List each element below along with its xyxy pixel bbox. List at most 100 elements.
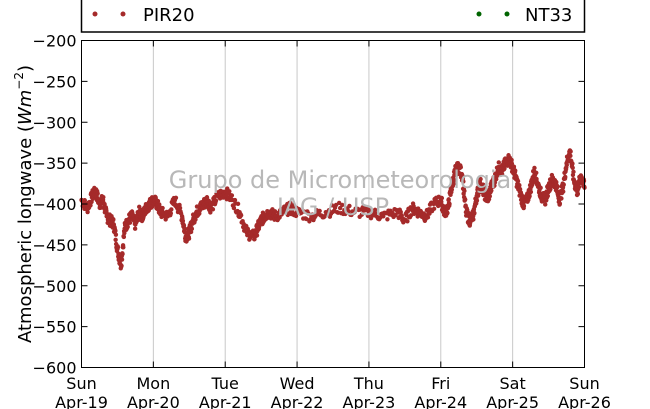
data-point (527, 193, 532, 199)
data-point (517, 186, 523, 192)
data-point (564, 162, 569, 168)
y-tick-label: −600 (33, 359, 77, 378)
data-point (462, 188, 467, 194)
data-point (125, 224, 130, 230)
data-point (85, 209, 90, 215)
x-tick-label-day: Thu (353, 374, 384, 393)
y-tick-label: −250 (33, 72, 77, 91)
data-point (439, 195, 445, 201)
legend-marker-pir20-a (92, 11, 98, 17)
data-point (534, 170, 539, 176)
data-point (119, 257, 125, 262)
data-point (581, 178, 587, 184)
data-point (95, 191, 100, 196)
data-point (472, 210, 477, 216)
x-tick-label-day: Sat (500, 374, 526, 393)
data-point (82, 198, 87, 203)
data-point (347, 203, 352, 209)
data-point (227, 189, 232, 194)
data-point (538, 185, 543, 191)
data-point (451, 181, 456, 187)
data-point (458, 165, 464, 170)
legend-marker-nt33-b (504, 11, 510, 17)
data-point (304, 216, 309, 222)
data-point (168, 211, 174, 216)
data-point (120, 251, 125, 257)
data-point (235, 201, 241, 207)
data-point (116, 251, 121, 256)
y-axis-label: Atmospheric longwave (Wm−2) (12, 65, 36, 343)
data-point (213, 198, 219, 203)
data-point (570, 165, 575, 171)
data-point (229, 193, 235, 198)
data-point (186, 236, 192, 241)
data-point (462, 197, 468, 202)
y-axis-label-unit: Wm (15, 90, 36, 125)
y-axis-label-close: ) (15, 65, 36, 72)
data-point (372, 207, 378, 212)
data-point (132, 226, 138, 231)
data-point (306, 211, 311, 216)
data-point (88, 203, 93, 208)
data-point (367, 207, 373, 212)
data-point (385, 217, 390, 222)
data-point (111, 217, 116, 222)
data-point (543, 202, 548, 207)
data-point (346, 209, 351, 214)
x-tick-label-date: Apr-25 (486, 393, 539, 409)
data-point (502, 166, 507, 171)
data-point (575, 191, 581, 196)
data-point (499, 171, 505, 177)
y-tick-label: −500 (33, 277, 77, 296)
data-point (511, 164, 517, 169)
x-tick-label-date: Apr-22 (271, 393, 324, 409)
data-point (343, 211, 348, 217)
data-point (160, 205, 165, 211)
data-point (113, 232, 119, 237)
data-point (121, 234, 127, 240)
x-tick-label-day: Sun (66, 374, 96, 393)
watermark-line-1: Grupo de Micrometeorologia (169, 166, 511, 194)
data-point (515, 178, 521, 184)
data-point (559, 196, 564, 201)
data-point (492, 183, 497, 188)
data-point (461, 179, 466, 184)
data-point (373, 211, 379, 216)
data-point (563, 174, 568, 180)
data-point (113, 228, 118, 233)
y-axis-label-exp: −2 (12, 72, 26, 90)
data-point (478, 176, 483, 182)
data-point (431, 206, 437, 211)
data-point (182, 226, 187, 232)
data-point (513, 168, 518, 173)
x-tick-label-date: Apr-26 (558, 393, 611, 409)
data-point (489, 188, 494, 193)
data-point (254, 233, 260, 238)
data-point (359, 212, 364, 217)
data-point (119, 263, 124, 268)
y-tick-label: −350 (33, 154, 77, 173)
legend-marker-nt33-a (476, 11, 482, 17)
data-point (446, 197, 451, 202)
data-point (568, 153, 573, 159)
y-tick-label: −400 (33, 195, 77, 214)
x-tick-label-date: Apr-19 (55, 393, 108, 409)
data-point (528, 189, 534, 195)
data-point (421, 211, 427, 216)
data-point (121, 245, 126, 250)
data-point (231, 205, 237, 211)
data-point (390, 210, 395, 216)
data-point (474, 198, 480, 203)
data-point (169, 207, 174, 212)
data-point (210, 207, 216, 212)
data-point (238, 213, 244, 218)
data-point (576, 184, 582, 190)
x-tick-label-day: Wed (280, 374, 315, 393)
data-point (560, 189, 566, 194)
data-point (329, 203, 335, 208)
data-point (127, 220, 133, 225)
data-point (232, 197, 238, 203)
data-point (317, 208, 322, 214)
data-point (137, 204, 142, 210)
